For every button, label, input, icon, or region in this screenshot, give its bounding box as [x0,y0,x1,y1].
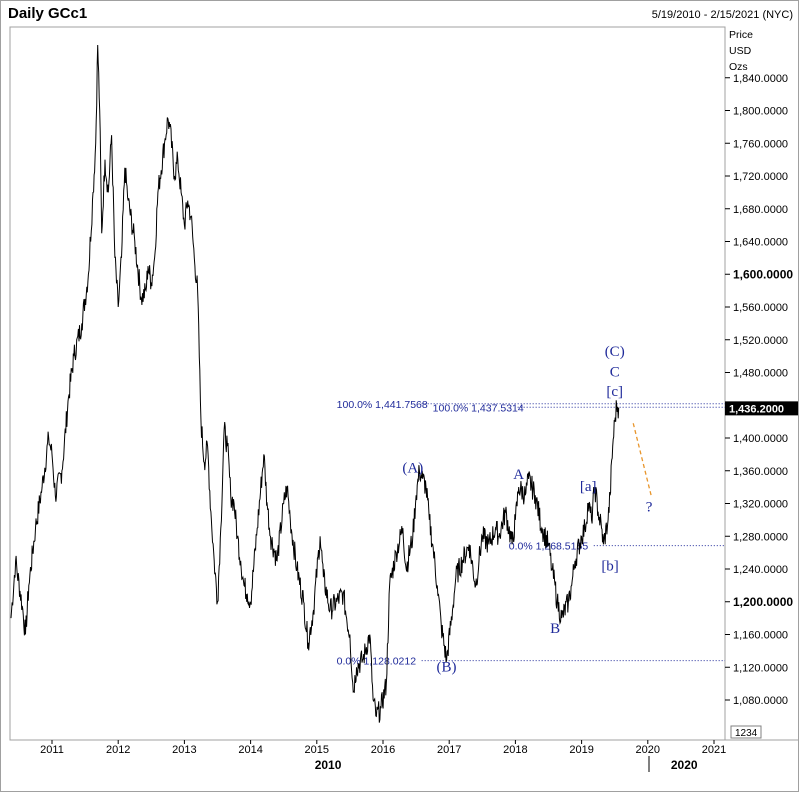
x-tick-label: 2021 [702,744,726,756]
corner-label: 1234 [735,728,758,739]
y-tick-label: 1,640.0000 [733,237,788,249]
projection-arrow [632,423,652,496]
y-tick-label: 1,840.0000 [733,73,788,85]
y-tick-label: 1,320.0000 [733,499,788,511]
y-tick-label: 1,240.0000 [733,564,788,576]
y-tick-label: 1,200.0000 [733,595,793,609]
y-tick-label: 1,800.0000 [733,106,788,118]
x-lower-label: 2010 [315,758,342,772]
grid [9,26,798,741]
current-price-label: 1,436.2000 [729,403,784,415]
x-tick-label: 2014 [238,744,262,756]
chart-title: Daily GCc1 [8,5,88,22]
wave-label: (B) [437,659,457,675]
y-tick-label: 1,400.0000 [733,433,788,445]
x-tick-label: 2015 [305,744,329,756]
y-tick-label: 1,520.0000 [733,335,788,347]
x-tick-label: 2013 [172,744,196,756]
x-axis: 2011 2012 2013 2014 2015 2016 2017 2018 2019 2020… [40,740,726,772]
y-tick-label: 1,600.0000 [733,267,793,281]
y-tick-label: 1,560.0000 [733,302,788,314]
y-axis: 1,080.0000 1,120.0000 1,160.0000 1,200.0000… [725,29,798,739]
wave-label: (C) [605,344,625,360]
fib-label: 100.0% 1,437.5314 [433,402,524,414]
wave-label: A [513,467,524,483]
wave-label: [b] [601,559,619,575]
wave-label: (A) [402,460,423,476]
y-tick-label: 1,360.0000 [733,466,788,478]
x-lower-label: 2020 [671,758,698,772]
wave-label: [a] [580,479,597,495]
y-tick-label: 1,120.0000 [733,662,788,674]
x-tick-label: 2011 [40,744,64,756]
x-tick-label: 2016 [371,744,395,756]
fib-label: 0.0% 1,128.0212 [337,656,417,668]
fib-label: 0.0% 1,268.5155 [509,541,589,553]
wave-label: B [550,621,560,637]
fib-levels: 100.0% 1,441.7568 100.0% 1,437.5314 0.0% 1… [337,399,725,668]
wave-label: ? [646,500,653,516]
x-tick-label: 2020 [636,744,660,756]
current-price-tag [725,401,798,416]
y-tick-label: 1,160.0000 [733,630,788,642]
y-tick-label: 1,760.0000 [733,138,788,150]
y-tick-label: 1,280.0000 [733,531,788,543]
y-axis-unit: USD [729,45,752,57]
wave-label: C [610,365,620,381]
price-line [10,44,620,723]
x-tick-label: 2018 [503,744,527,756]
fib-label: 100.0% 1,441.7568 [337,399,428,411]
wave-label: [c] [606,384,623,400]
x-tick-label: 2019 [569,744,593,756]
y-tick-label: 1,480.0000 [733,368,788,380]
corner-box [730,725,762,739]
date-range: 5/19/2010 - 2/15/2021 (NYC) [651,9,793,21]
y-tick-label: 1,080.0000 [733,695,788,707]
y-tick-label: 1,680.0000 [733,204,788,216]
y-tick-label: 1,720.0000 [733,171,788,183]
wave-labels: (A) (B) A B [a] [b] [c] C (C)? [402,344,652,675]
y-axis-unit: Ozs [729,61,748,73]
x-tick-label: 2017 [437,744,461,756]
price-series [10,44,620,723]
y-axis-unit: Price [729,29,753,41]
x-tick-label: 2012 [106,744,130,756]
